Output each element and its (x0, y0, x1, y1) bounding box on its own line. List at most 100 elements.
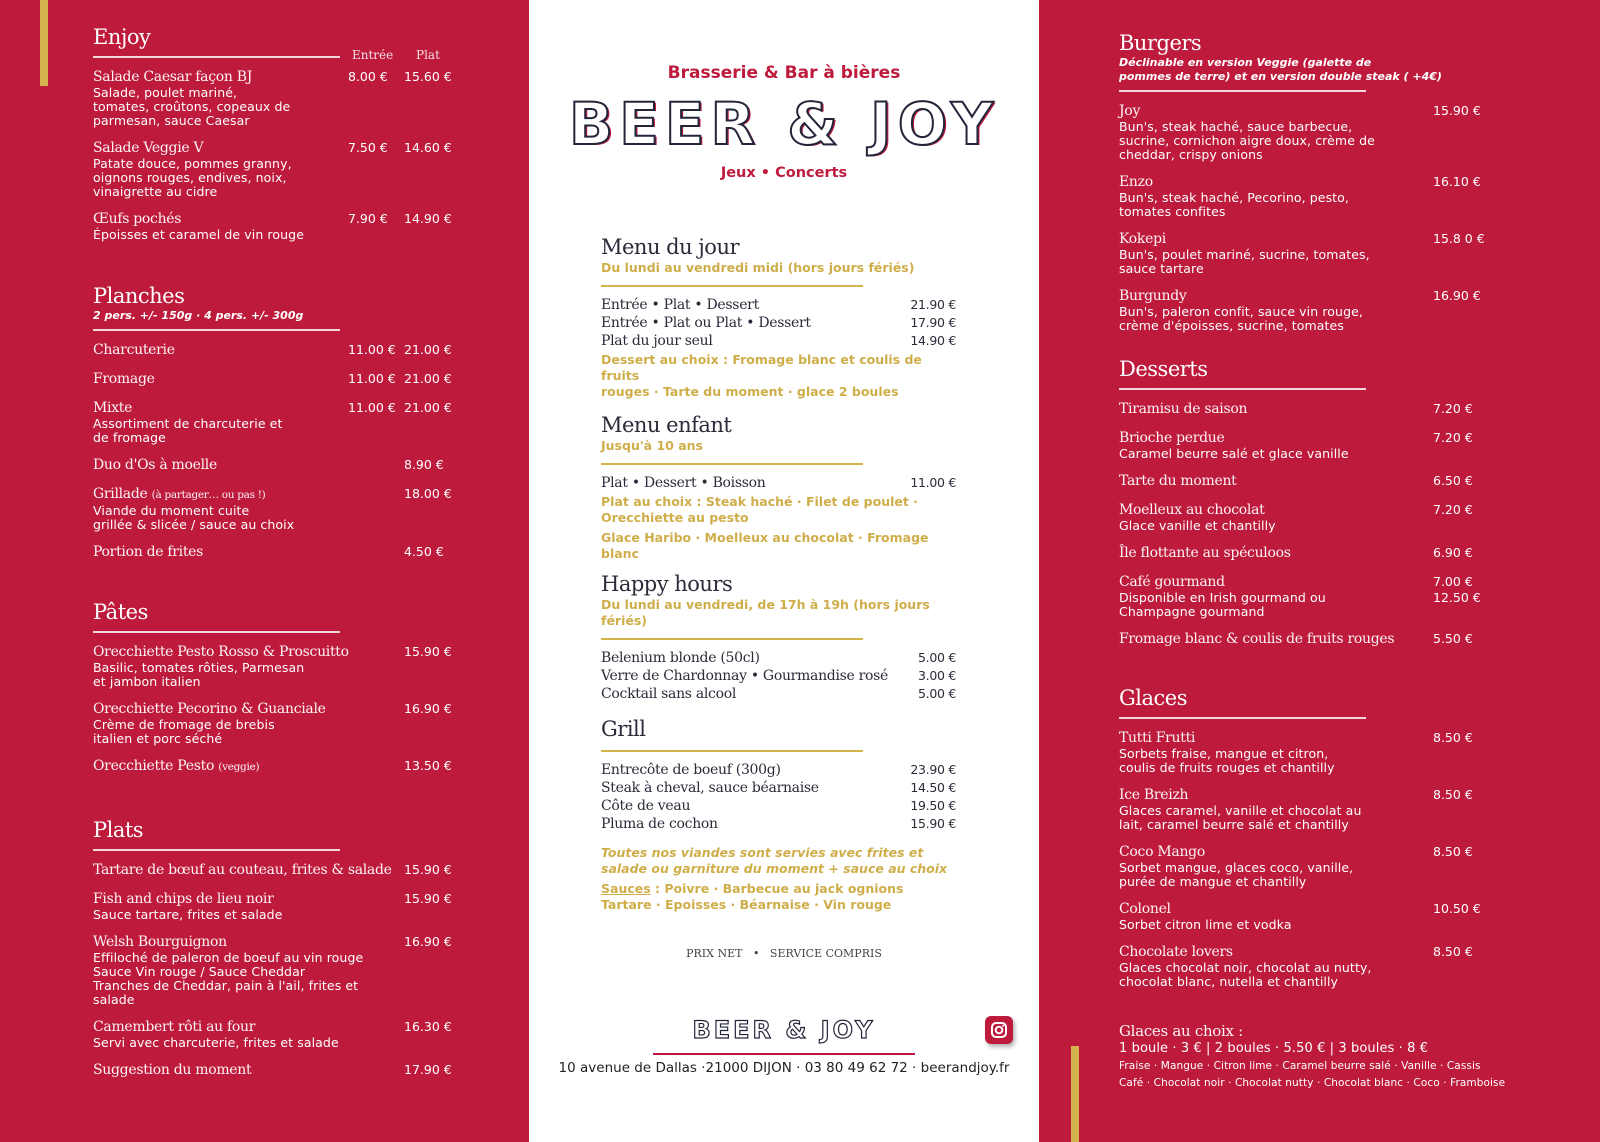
item-description: Basilic, tomates rôties, Parmesan et jam… (93, 660, 305, 689)
item-name: Fromage (93, 370, 473, 388)
menu-section-grill: Grill Entrecôte de boeuf (300g) 23.90 € Ste… (601, 716, 956, 913)
menu-item: Colonel Sorbet citron lime et vodka 10.50 … (1119, 900, 1499, 932)
item-description: Glaces caramel, vanille et chocolat au l… (1119, 803, 1362, 832)
section-subtitle: Du lundi au vendredi midi (hors jours fé… (601, 260, 915, 275)
item-name-text: Brioche perdue (1119, 430, 1225, 446)
menu-item: Côte de veau 19.50 € (601, 797, 956, 815)
gold-accent-bar (1071, 1046, 1079, 1142)
item-name: Entrée • Plat • Dessert (601, 296, 759, 313)
item-description: Glaces chocolat noir, chocolat au nutty,… (1119, 960, 1372, 989)
item-price: 16.90 € (404, 934, 452, 949)
footer-rule (653, 1053, 915, 1055)
item-name: Entrée • Plat ou Plat • Dessert (601, 314, 811, 331)
item-name-text: Camembert rôti au four (93, 1019, 256, 1035)
item-description: Effiloché de paleron de boeuf au vin rou… (93, 950, 364, 1007)
item-name: Île flottante au spéculoos (1119, 544, 1499, 562)
glaces-flavours-2: Café · Chocolat noir · Chocolat nutty · … (1119, 1077, 1506, 1089)
item-name: Plat • Dessert • Boisson (601, 474, 766, 491)
menu-item: Œufs pochés Époisses et caramel de vin ro… (93, 210, 473, 242)
item-name: Tartare de bœuf au couteau, frites & sal… (93, 861, 473, 879)
item-name: Brioche perdue (1119, 429, 1499, 447)
item-name: Chocolate lovers (1119, 943, 1499, 961)
section-divider (93, 329, 340, 331)
menu-section-enjoy: Enjoy Salade Caesar façon BJ Salade, poule… (93, 24, 473, 253)
item-name-text: Colonel (1119, 901, 1171, 917)
menu-item: Salade Veggie V Patate douce, pommes gran… (93, 139, 473, 199)
item-name: Entrecôte de boeuf (300g) (601, 761, 781, 778)
item-name-text: Portion de frites (93, 544, 204, 560)
item-description: Glace vanille et chantilly (1119, 518, 1276, 533)
item-description: Patate douce, pommes granny, oignons rou… (93, 156, 292, 199)
menu-item: Entrée • Plat • Dessert 21.90 € (601, 296, 956, 314)
menu-section-burgers: Burgers Déclinable en version Veggie (gal… (1119, 30, 1499, 344)
item-name: Œufs pochés (93, 210, 473, 228)
menu-item: Fish and chips de lieu noir Sauce tartare… (93, 890, 473, 922)
menu-item: Fromage 11.00 € 21.00 € (93, 370, 473, 388)
menu-item: Cocktail sans alcool 5.00 € (601, 685, 956, 703)
item-name-text: Fromage (93, 371, 155, 387)
gold-accent-bar (40, 0, 48, 86)
item-name-text: Chocolate lovers (1119, 944, 1233, 960)
item-name: Moelleux au chocolat (1119, 501, 1499, 519)
menu-item: Tarte du moment 6.50 € (1119, 472, 1499, 490)
instagram-icon[interactable] (985, 1016, 1013, 1044)
item-price: 21.90 € (910, 296, 956, 312)
item-price: 15.90 € (404, 862, 452, 877)
item-name: Kokepi (1119, 230, 1499, 248)
section-subtitle: Du lundi au vendredi, de 17h à 19h (hors… (601, 597, 930, 628)
menu-item: Ice Breizh Glaces caramel, vanille et cho… (1119, 786, 1499, 832)
item-name: Coco Mango (1119, 843, 1499, 861)
menu-item: Brioche perdue Caramel beurre salé et gla… (1119, 429, 1499, 461)
prix-net-note: PRIX NET • SERVICE COMPRIS (686, 947, 882, 960)
menu-item: Moelleux au chocolat Glace vanille et cha… (1119, 501, 1499, 533)
item-name-note: (veggie) (218, 761, 260, 773)
menu-item: Tutti Frutti Sorbets fraise, mangue et ci… (1119, 729, 1499, 775)
section-divider (601, 638, 863, 640)
menu-item: Chocolate lovers Glaces chocolat noir, ch… (1119, 943, 1499, 989)
item-name: Fish and chips de lieu noir (93, 890, 473, 908)
menu-item: Charcuterie 11.00 € 21.00 € (93, 341, 473, 359)
glaces-choix-prices: 1 boule · 3 € | 2 boules · 5.50 € | 3 bo… (1119, 1041, 1429, 1056)
item-name-text: Café gourmand (1119, 574, 1225, 590)
item-price: 16.30 € (404, 1019, 452, 1034)
section-title: Menu du jour (601, 235, 740, 259)
item-name-text: Orecchiette Pecorino & Guanciale (93, 701, 326, 717)
item-name-text: Tiramisu de saison (1119, 401, 1248, 417)
item-name: Portion de frites (93, 543, 473, 561)
menu-item: Café gourmand Disponible en Irish gourman… (1119, 573, 1499, 619)
item-price: 10.50 € (1433, 901, 1481, 916)
item-price: 8.50 € (1433, 944, 1473, 959)
menu-item: Île flottante au spéculoos 6.90 € (1119, 544, 1499, 562)
item-name: Burgundy (1119, 287, 1499, 305)
section-title: Glaces (1119, 686, 1187, 710)
item-price: 3.00 € (918, 667, 956, 683)
section-subtitle: 2 pers. +/- 150g · 4 pers. +/- 300g (93, 309, 304, 322)
menu-item: Burgundy Bun's, paleron confit, sauce vin… (1119, 287, 1499, 333)
item-name: Suggestion du moment (93, 1061, 473, 1079)
item-name: Steak à cheval, sauce béarnaise (601, 779, 819, 796)
item-price: 17.90 € (404, 1062, 452, 1077)
item-price: 7.00 € 12.50 € (1433, 574, 1481, 605)
menu-item: Steak à cheval, sauce béarnaise 14.50 € (601, 779, 956, 797)
item-description: Bun's, paleron confit, sauce vin rouge, … (1119, 304, 1363, 333)
item-name: Duo d'Os à moelle (93, 456, 473, 474)
section-divider (601, 463, 863, 465)
menu-item: Belenium blonde (50cl) 5.00 € (601, 649, 956, 667)
section-note: Plat au choix : Steak haché · Filet de p… (601, 493, 918, 525)
item-name: Fromage blanc & coulis de fruits rouges (1119, 630, 1499, 648)
item-price: 15.90 € (404, 891, 452, 906)
section-subtitle: Déclinable en version Veggie (galette de… (1119, 56, 1442, 83)
menu-item: Plat • Dessert • Boisson 11.00 € (601, 474, 956, 492)
item-name: Colonel (1119, 900, 1499, 918)
col-header-plat: Plat (416, 48, 440, 62)
item-price: 15.8 0 € (1433, 231, 1485, 246)
menu-section-happyhours: Happy hours Du lundi au vendredi, de 17h … (601, 571, 956, 703)
item-price: 8.90 € (404, 457, 444, 472)
menu-item: Joy Bun's, steak haché, sauce barbecue, s… (1119, 102, 1499, 162)
item-name: Orecchiette Pesto Rosso & Proscuitto (93, 643, 473, 661)
item-price: 6.50 € (1433, 473, 1473, 488)
item-name-text: Enzo (1119, 174, 1153, 190)
item-name-text: Salade Veggie V (93, 140, 204, 156)
sauces-label: Sauces (601, 880, 651, 896)
item-price: 8.50 € (1433, 730, 1473, 745)
